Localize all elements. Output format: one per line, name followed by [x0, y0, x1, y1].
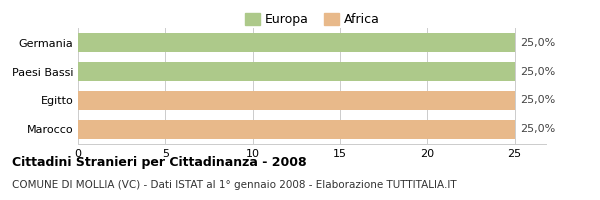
Text: 25,0%: 25,0%: [520, 67, 555, 77]
Text: Cittadini Stranieri per Cittadinanza - 2008: Cittadini Stranieri per Cittadinanza - 2…: [12, 156, 307, 169]
Bar: [78, 62, 515, 81]
Text: 25,0%: 25,0%: [520, 95, 555, 105]
Bar: [78, 120, 515, 139]
Text: COMUNE DI MOLLIA (VC) - Dati ISTAT al 1° gennaio 2008 - Elaborazione TUTTITALIA.: COMUNE DI MOLLIA (VC) - Dati ISTAT al 1°…: [12, 180, 457, 190]
Bar: [78, 91, 515, 110]
Bar: [78, 33, 515, 52]
Text: 25,0%: 25,0%: [520, 124, 555, 134]
Legend: Europa, Africa: Europa, Africa: [239, 8, 385, 31]
Text: 25,0%: 25,0%: [520, 38, 555, 48]
